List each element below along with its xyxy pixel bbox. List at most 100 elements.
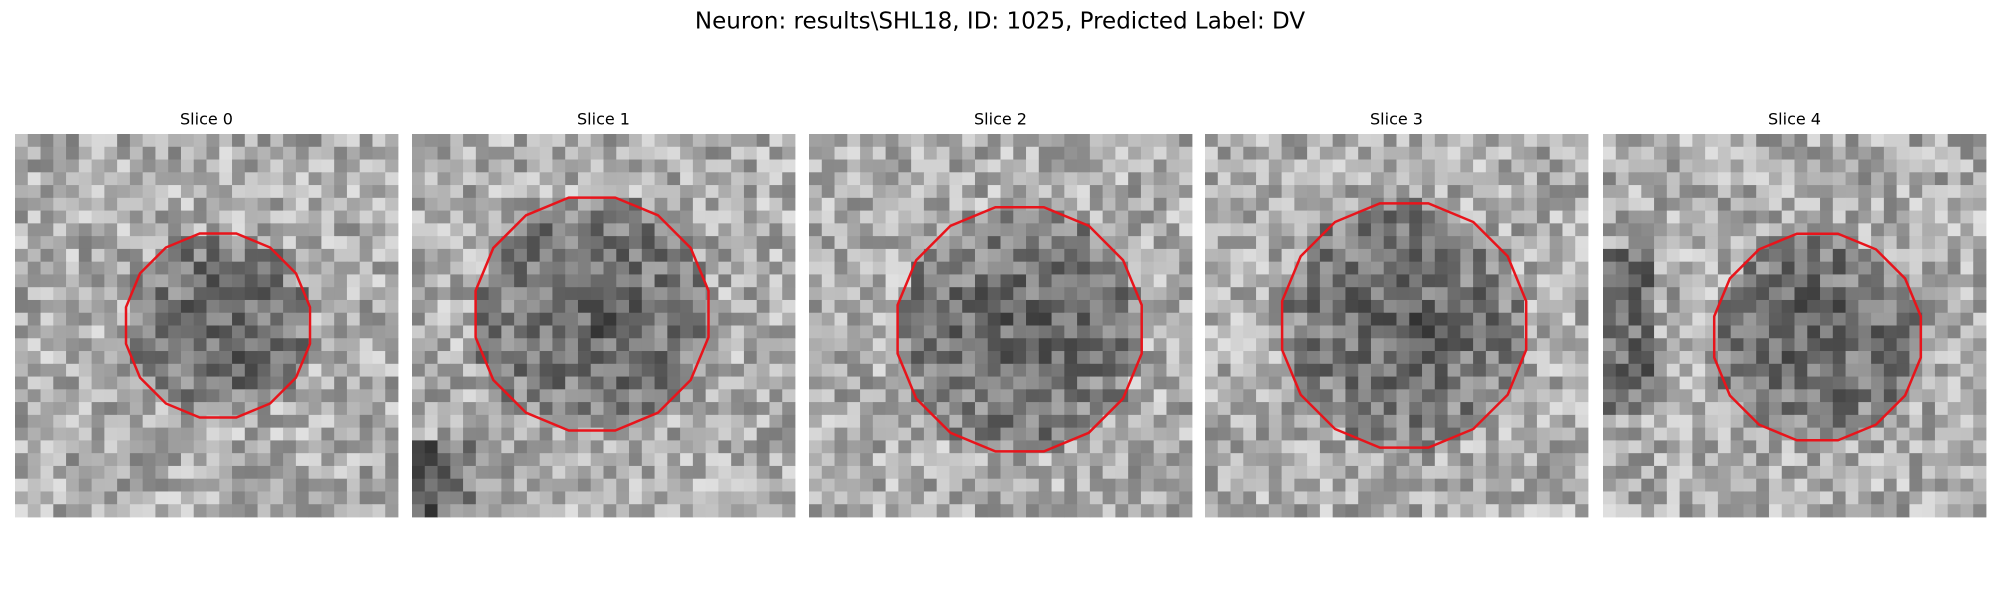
pixel [424, 185, 438, 199]
pixel [180, 172, 195, 186]
pixel [1973, 223, 1987, 237]
pixel [1820, 146, 1834, 160]
pixel [1781, 197, 1795, 211]
pixel [1038, 389, 1052, 403]
pixel [1115, 236, 1129, 250]
pixel [1705, 402, 1719, 416]
pixel [1666, 491, 1680, 505]
pixel [295, 338, 310, 352]
pixel [1051, 491, 1065, 505]
pixel [501, 185, 515, 199]
pixel [1562, 465, 1576, 480]
pixel [15, 236, 29, 250]
pixel [1000, 478, 1014, 492]
pixel [1603, 312, 1617, 326]
pixel [437, 287, 451, 301]
pixel [1743, 312, 1757, 326]
pixel [1679, 312, 1693, 326]
pixel [463, 223, 477, 237]
pixel [1909, 440, 1923, 454]
pixel [1396, 185, 1410, 199]
pixel [1485, 325, 1500, 339]
pixel [1013, 427, 1027, 441]
pixel [974, 172, 989, 186]
pixel [424, 453, 438, 467]
pixel [743, 312, 758, 326]
pixel [1153, 363, 1167, 377]
pixel [629, 248, 643, 263]
pixel [1615, 210, 1629, 224]
pixel [1434, 351, 1448, 365]
pixel [78, 172, 92, 186]
pixel [1730, 248, 1744, 263]
pixel [1140, 376, 1155, 390]
pixel [552, 363, 566, 377]
pixel [295, 312, 310, 326]
pixel [1128, 453, 1142, 467]
pixel [1628, 504, 1642, 518]
pixel [641, 363, 655, 377]
pixel [334, 172, 348, 186]
pixel [1077, 325, 1091, 339]
pixel [1654, 210, 1668, 224]
pixel [1794, 389, 1808, 403]
pixel [53, 312, 67, 326]
pixel [1549, 504, 1563, 518]
pixel [1038, 223, 1052, 237]
pixel [1460, 287, 1474, 301]
pixel [501, 172, 515, 186]
pixel [1396, 414, 1410, 429]
pixel [501, 236, 515, 250]
pixel [1845, 210, 1859, 224]
pixel [1281, 248, 1295, 263]
pixel [1756, 299, 1770, 314]
pixel [1666, 274, 1680, 288]
pixel [463, 338, 477, 352]
pixel [667, 363, 681, 377]
pixel [91, 210, 105, 224]
pixel [372, 299, 386, 314]
pixel [475, 402, 489, 416]
pixel [1217, 376, 1231, 390]
pixel [616, 248, 630, 263]
pixel [1807, 414, 1821, 429]
pixel [334, 185, 348, 199]
pixel [718, 338, 732, 352]
pixel [437, 504, 451, 518]
pixel [1013, 465, 1027, 480]
pixel [885, 440, 899, 454]
pixel [756, 197, 770, 211]
pixel [1524, 299, 1538, 314]
pixel [1179, 414, 1193, 429]
pixel [117, 134, 131, 148]
pixel [1115, 465, 1129, 480]
pixel [860, 427, 874, 441]
pixel [1013, 491, 1027, 505]
pixel [1358, 351, 1372, 365]
pixel [1294, 491, 1308, 505]
pixel [1383, 223, 1397, 237]
pixel [1524, 197, 1538, 211]
pixel [1871, 172, 1885, 186]
pixel [1038, 402, 1052, 416]
pixel [654, 223, 668, 237]
pixel [257, 440, 271, 454]
pixel [1205, 389, 1219, 403]
pixel [283, 134, 297, 148]
pixel [1205, 236, 1219, 250]
pixel [1628, 351, 1642, 365]
pixel [168, 146, 182, 160]
pixel [463, 389, 477, 403]
pixel [1922, 427, 1936, 441]
pixel [1473, 427, 1487, 441]
pixel [1666, 261, 1680, 275]
pixel [475, 325, 489, 339]
pixel [1383, 312, 1397, 326]
pixel [1205, 287, 1219, 301]
pixel [463, 465, 477, 480]
pixel [1345, 414, 1359, 429]
pixel [1794, 351, 1808, 365]
pixel [78, 376, 92, 390]
pixel [1575, 312, 1589, 326]
pixel [885, 504, 899, 518]
